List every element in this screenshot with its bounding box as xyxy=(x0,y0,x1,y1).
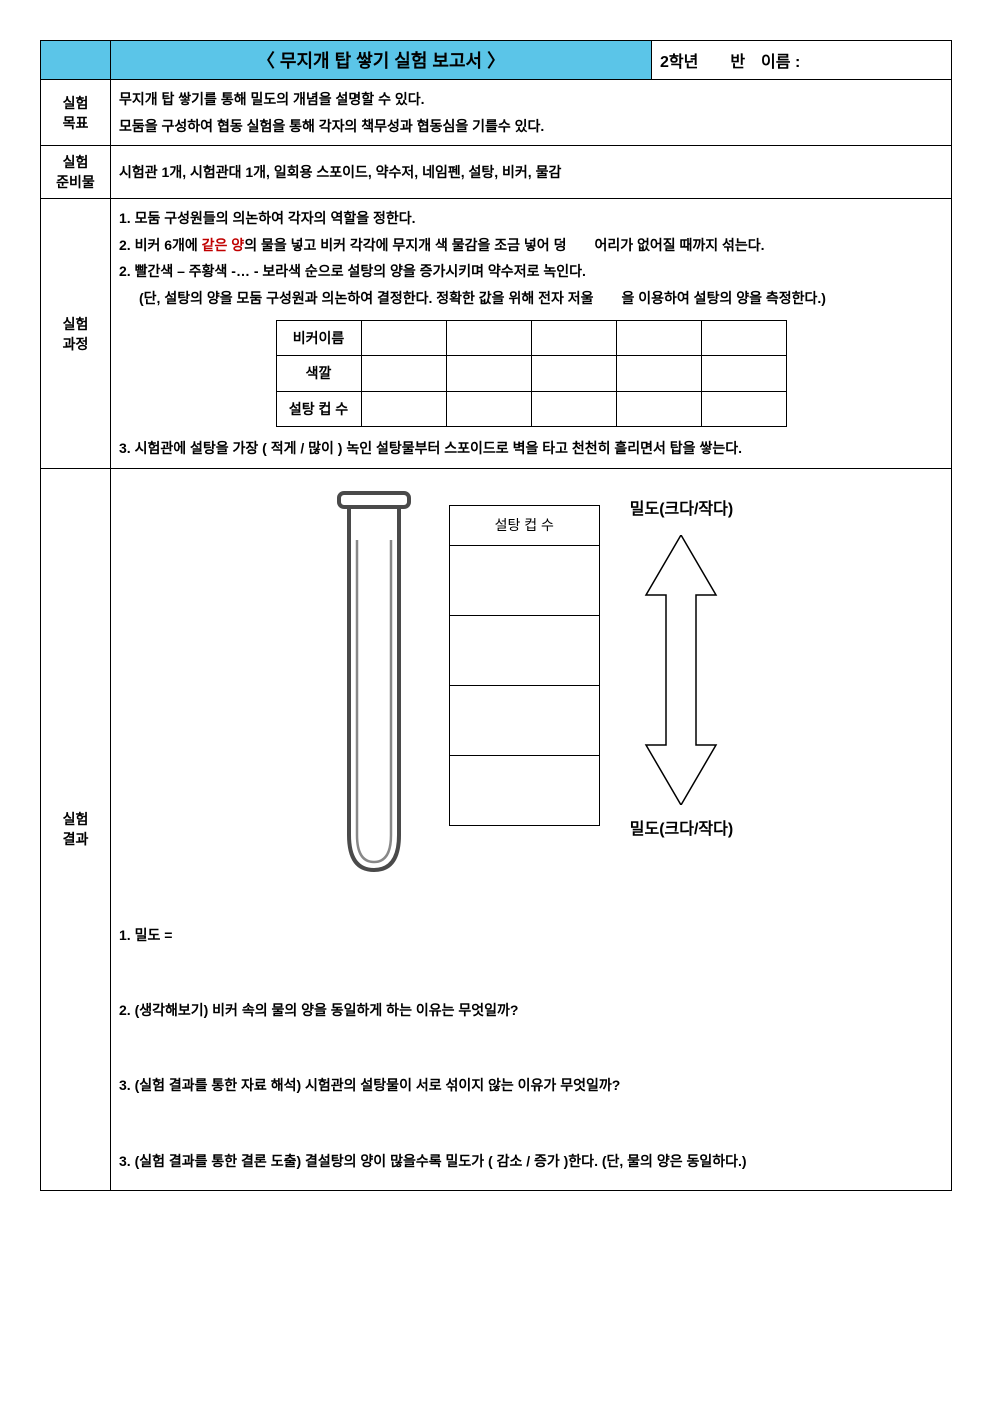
worksheet-table: 〈 무지개 탑 쌓기 실험 보고서 〉 2학년 반 이름 : 실험 목표 무지개… xyxy=(40,40,952,1191)
sugar-column-cell[interactable] xyxy=(449,685,599,755)
result-content: 설탕 컵 수 밀도(크다/작다) 밀도(크다/작다) 1. 밀도 = 2. (생… xyxy=(111,468,952,1190)
sugar-column-table: 설탕 컵 수 xyxy=(449,505,600,826)
beaker-cell[interactable] xyxy=(531,356,616,392)
step2-pre: 2. 비커 6개에 xyxy=(119,237,202,253)
beaker-table: 비커이름 색깔 설탕 컵 수 xyxy=(276,320,787,428)
header-left-accent xyxy=(41,41,111,80)
sugar-column-cell[interactable] xyxy=(449,545,599,615)
density-label-bottom: 밀도(크다/작다) xyxy=(630,815,733,845)
label-process: 실험 과정 xyxy=(41,199,111,469)
goal-line-2: 모둠을 구성하여 협동 실험을 통해 각자의 책무성과 협동심을 기를수 있다. xyxy=(119,113,943,140)
beaker-cell[interactable] xyxy=(361,320,446,356)
beaker-cell[interactable] xyxy=(361,356,446,392)
beaker-cell[interactable] xyxy=(446,391,531,427)
beaker-row-name: 비커이름 xyxy=(276,320,361,356)
sugar-column-cell[interactable] xyxy=(449,615,599,685)
beaker-cell[interactable] xyxy=(616,391,701,427)
worksheet-title: 〈 무지개 탑 쌓기 실험 보고서 〉 xyxy=(111,41,652,80)
step2-post: 의 물을 넣고 비커 각각에 무지개 색 물감을 조금 넣어 덩 어리가 없어질… xyxy=(244,237,764,253)
beaker-row-sugar: 설탕 컵 수 xyxy=(276,391,361,427)
process-step-1: 1. 모둠 구성원들의 의논하여 각자의 역할을 정한다. xyxy=(119,205,943,232)
beaker-cell[interactable] xyxy=(616,320,701,356)
double-arrow-icon xyxy=(641,535,721,805)
beaker-cell[interactable] xyxy=(701,356,786,392)
beaker-cell[interactable] xyxy=(701,320,786,356)
beaker-row-color: 색깔 xyxy=(276,356,361,392)
beaker-cell[interactable] xyxy=(616,356,701,392)
label-result: 실험 결과 xyxy=(41,468,111,1190)
materials-content: 시험관 1개, 시험관대 1개, 일회용 스포이드, 약수저, 네임펜, 설탕,… xyxy=(111,146,952,199)
beaker-cell[interactable] xyxy=(701,391,786,427)
beaker-cell[interactable] xyxy=(446,356,531,392)
beaker-cell[interactable] xyxy=(361,391,446,427)
question-1: 1. 밀도 = xyxy=(119,923,943,948)
goal-line-1: 무지개 탑 쌓기를 통해 밀도의 개념을 설명할 수 있다. xyxy=(119,86,943,113)
process-step-3: 2. 빨간색 – 주황색 -… - 보라색 순으로 설탕의 양을 증가시키며 약… xyxy=(119,258,943,285)
result-diagram: 설탕 컵 수 밀도(크다/작다) 밀도(크다/작다) xyxy=(119,475,943,905)
question-2: 2. (생각해보기) 비커 속의 물의 양을 동일하게 하는 이유는 무엇일까? xyxy=(119,998,943,1023)
process-step-3-note: (단, 설탕의 양을 모둠 구성원과 의논하여 결정한다. 정확한 값을 위해 … xyxy=(119,285,943,312)
beaker-cell[interactable] xyxy=(531,320,616,356)
sugar-column-header: 설탕 컵 수 xyxy=(449,505,599,545)
test-tube-icon xyxy=(329,485,419,885)
question-4: 3. (실험 결과를 통한 결론 도출) 결설탕의 양이 많을수록 밀도가 ( … xyxy=(119,1149,943,1174)
grade-name-field[interactable]: 2학년 반 이름 : xyxy=(652,41,952,80)
density-arrow-block: 밀도(크다/작다) 밀도(크다/작다) xyxy=(630,495,733,845)
process-content: 1. 모둠 구성원들의 의논하여 각자의 역할을 정한다. 2. 비커 6개에 … xyxy=(111,199,952,469)
process-step-4: 3. 시험관에 설탕을 가장 ( 적게 / 많이 ) 녹인 설탕물부터 스포이드… xyxy=(119,435,943,462)
process-step-2: 2. 비커 6개에 같은 양의 물을 넣고 비커 각각에 무지개 색 물감을 조… xyxy=(119,232,943,259)
question-3: 3. (실험 결과를 통한 자료 해석) 시험관의 설탕물이 서로 섞이지 않는… xyxy=(119,1073,943,1098)
label-goal: 실험 목표 xyxy=(41,80,111,146)
density-label-top: 밀도(크다/작다) xyxy=(630,495,733,525)
label-materials: 실험 준비물 xyxy=(41,146,111,199)
step2-highlight: 같은 양 xyxy=(202,237,245,253)
sugar-column-cell[interactable] xyxy=(449,755,599,825)
beaker-cell[interactable] xyxy=(531,391,616,427)
result-questions: 1. 밀도 = 2. (생각해보기) 비커 속의 물의 양을 동일하게 하는 이… xyxy=(119,923,943,1174)
beaker-cell[interactable] xyxy=(446,320,531,356)
goal-content: 무지개 탑 쌓기를 통해 밀도의 개념을 설명할 수 있다. 모둠을 구성하여 … xyxy=(111,80,952,146)
